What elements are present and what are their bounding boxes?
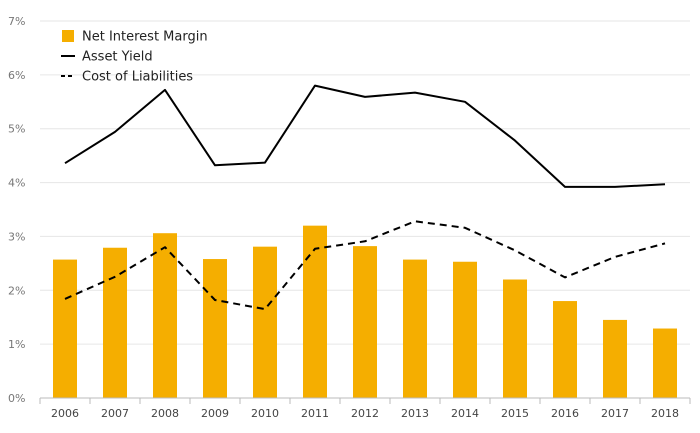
- bar-net-interest-margin: [353, 246, 377, 398]
- bar-net-interest-margin: [203, 259, 227, 398]
- y-tick-label: 0%: [8, 392, 25, 405]
- x-tick-label: 2017: [601, 407, 629, 420]
- bar-net-interest-margin: [553, 301, 577, 398]
- bar-net-interest-margin: [53, 259, 77, 398]
- x-tick-label: 2009: [201, 407, 229, 420]
- x-tick-label: 2011: [301, 407, 329, 420]
- y-tick-label: 3%: [8, 230, 25, 243]
- x-tick-label: 2014: [451, 407, 479, 420]
- y-tick-label: 1%: [8, 338, 25, 351]
- legend-swatch-net-interest-margin: [62, 30, 74, 42]
- x-tick-label: 2008: [151, 407, 179, 420]
- legend-label: Cost of Liabilities: [82, 70, 193, 85]
- bar-net-interest-margin: [153, 233, 177, 398]
- legend-label: Asset Yield: [82, 50, 153, 65]
- y-tick-label: 2%: [8, 284, 25, 297]
- bars-net-interest-margin: [53, 225, 677, 398]
- line-cost-of-liabilities: [64, 220, 666, 311]
- x-tick-label: 2010: [251, 407, 279, 420]
- bar-net-interest-margin: [503, 279, 527, 398]
- bar-net-interest-margin: [653, 328, 677, 398]
- gridlines: [40, 20, 690, 345]
- bar-net-interest-margin: [453, 261, 477, 398]
- legend: Net Interest Margin Asset Yield Cost of Li…: [61, 30, 208, 85]
- bar-net-interest-margin: [403, 259, 427, 398]
- y-tick-label: 6%: [8, 69, 25, 82]
- bar-net-interest-margin: [103, 247, 127, 398]
- x-tick-label: 2013: [401, 407, 429, 420]
- series-lines: [64, 84, 666, 311]
- x-tick-label: 2015: [501, 407, 529, 420]
- line-asset-yield: [64, 84, 666, 188]
- y-tick-label: 7%: [8, 15, 25, 28]
- x-tick-label: 2012: [351, 407, 379, 420]
- x-tick-label: 2016: [551, 407, 579, 420]
- y-tick-label: 4%: [8, 177, 25, 190]
- y-tick-label: 5%: [8, 123, 25, 136]
- legend-label: Net Interest Margin: [82, 30, 208, 45]
- bar-net-interest-margin: [603, 319, 627, 398]
- bar-net-interest-margin: [303, 225, 327, 398]
- axes: 0% 1% 2% 3% 4% 5% 6% 7% 2006 2007 2008 2009 2010 2011…: [8, 15, 691, 420]
- x-tick-label: 2018: [651, 407, 679, 420]
- bar-net-interest-margin: [253, 246, 277, 398]
- x-tick-label: 2007: [101, 407, 129, 420]
- x-tick-label: 2006: [51, 407, 79, 420]
